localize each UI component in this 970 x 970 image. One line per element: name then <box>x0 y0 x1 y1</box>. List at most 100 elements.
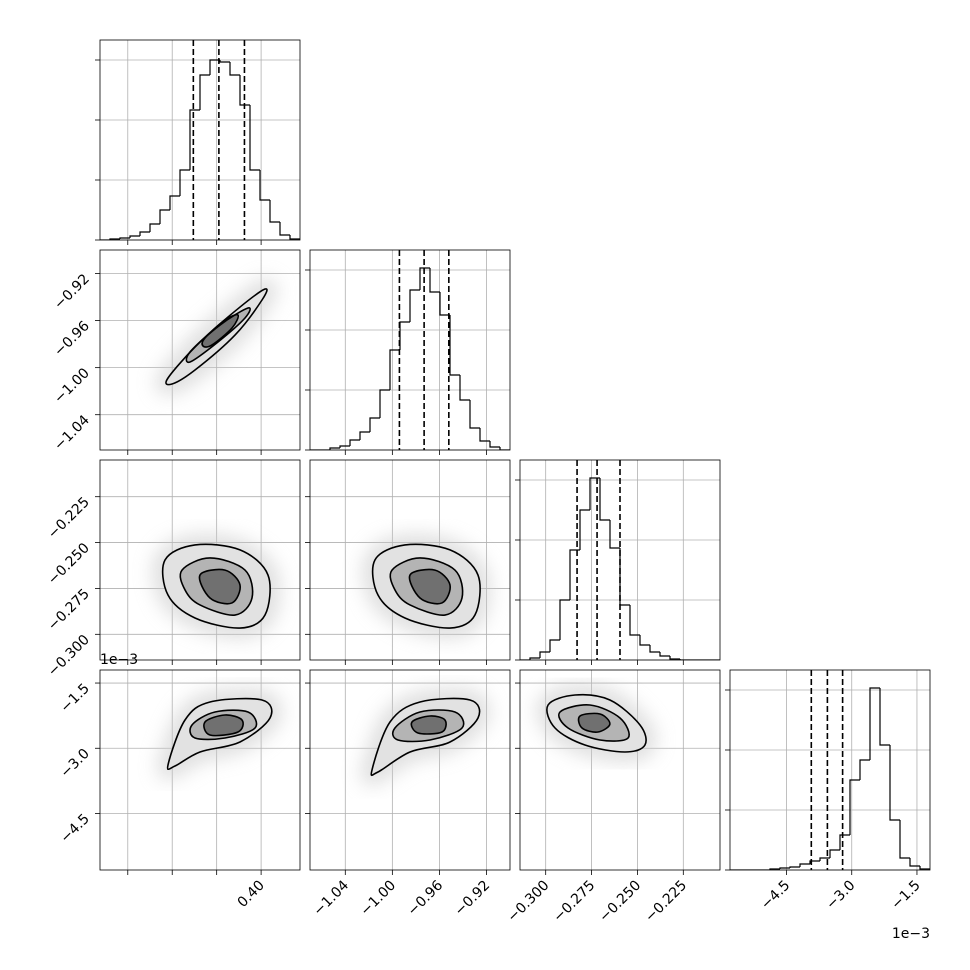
histogram-step <box>609 520 620 549</box>
histogram-step <box>209 59 220 75</box>
histogram-step <box>129 235 140 238</box>
histogram-step <box>259 170 270 201</box>
plot-area <box>155 278 278 396</box>
histogram-step <box>889 745 900 821</box>
histogram-step <box>799 863 810 867</box>
panel <box>515 459 721 665</box>
histogram-step <box>859 759 870 780</box>
histogram-step <box>429 268 440 293</box>
histogram-step <box>919 866 930 870</box>
x-tick-label: −1.04 <box>310 877 352 919</box>
x-tick-label: −0.275 <box>550 878 598 926</box>
contour-line <box>189 709 258 741</box>
panel-frame <box>99 669 301 871</box>
histogram-step <box>439 292 450 316</box>
histogram-step <box>809 860 820 864</box>
density-fill <box>202 314 239 348</box>
histogram-step <box>139 231 150 236</box>
histogram-step <box>779 867 790 869</box>
x-tick-label: −0.96 <box>405 877 447 919</box>
panel-frame <box>99 39 301 241</box>
histogram-step <box>849 779 860 835</box>
plot-area <box>535 683 658 764</box>
histogram-step <box>289 235 300 240</box>
histogram-step <box>119 237 130 239</box>
axis-offset-label: 1e−3 <box>892 926 930 942</box>
y-tick-label: −3.0 <box>57 746 92 781</box>
histogram-step <box>459 375 470 401</box>
histogram-step <box>659 652 670 657</box>
plot-area <box>730 670 930 870</box>
histogram-step <box>379 389 390 418</box>
contour-line <box>161 543 271 629</box>
panel <box>305 249 511 455</box>
x-tick-label: −0.92 <box>452 878 494 920</box>
panel: −0.300−0.275−0.250−0.225 <box>505 669 721 926</box>
contour-line <box>203 714 244 737</box>
contour-line <box>371 543 481 629</box>
panel <box>95 39 301 245</box>
histogram-step <box>829 849 840 858</box>
histogram-step <box>229 62 240 76</box>
panel: −1.04−1.00−0.96−0.92 <box>305 669 511 920</box>
histogram-step <box>189 109 200 170</box>
y-tick-label: −1.00 <box>51 365 93 407</box>
plot-area <box>310 250 510 450</box>
histogram-step <box>539 651 550 658</box>
histogram-step <box>789 866 800 868</box>
panel: −4.5 −3.0 −1.5 1e−3 <box>725 669 931 942</box>
histogram-step <box>489 441 500 448</box>
histogram-step <box>619 548 630 606</box>
y-tick-label: −0.250 <box>45 540 93 588</box>
histogram-step <box>159 209 170 224</box>
contour-line <box>201 313 240 348</box>
density-fill <box>578 713 610 733</box>
panel <box>305 459 511 665</box>
plot-area <box>361 533 492 640</box>
histogram-step <box>329 447 340 450</box>
histogram-step <box>669 656 680 660</box>
y-tick-label: −0.275 <box>45 586 93 634</box>
histogram-step <box>559 599 570 640</box>
contour-line <box>166 697 273 771</box>
contour-line <box>557 704 630 742</box>
histogram-step <box>869 687 880 760</box>
panel-frame <box>309 249 511 451</box>
x-tick-label: −1.00 <box>358 878 400 920</box>
panel: −0.300−0.275−0.250−0.225 <box>45 459 301 680</box>
contour-line <box>179 557 254 616</box>
histogram-step <box>279 222 290 236</box>
histogram-step <box>569 549 580 600</box>
histogram-step <box>399 321 410 350</box>
panel-frame <box>309 669 511 871</box>
axis-offset-label: 1e−3 <box>100 652 138 668</box>
plot-area <box>520 460 720 660</box>
histogram-step <box>839 834 850 850</box>
plot-area <box>156 687 283 781</box>
y-tick-label: −4.5 <box>57 811 92 846</box>
contour-line <box>198 568 241 605</box>
density-fill <box>409 569 451 604</box>
histogram-step <box>629 605 640 636</box>
histogram-step <box>549 639 560 652</box>
histogram-step <box>369 417 380 432</box>
panel-frame <box>519 459 721 661</box>
histogram-step <box>679 659 690 660</box>
y-tick-label: −0.92 <box>51 271 93 313</box>
x-tick-label: 0.40 <box>235 878 268 911</box>
histogram-step <box>639 635 650 646</box>
histogram-step <box>469 400 480 429</box>
density-fill <box>411 715 447 734</box>
plot-area <box>360 687 491 787</box>
panel-frame <box>519 669 721 871</box>
histogram-step <box>339 445 350 448</box>
histogram-step <box>909 858 920 867</box>
contour-line <box>185 307 251 364</box>
histogram-step <box>179 169 190 196</box>
plot-area <box>151 533 282 640</box>
contour-line <box>546 693 647 753</box>
y-tick-label: −0.225 <box>45 494 93 542</box>
y-tick-label: −1.5 <box>57 681 92 716</box>
